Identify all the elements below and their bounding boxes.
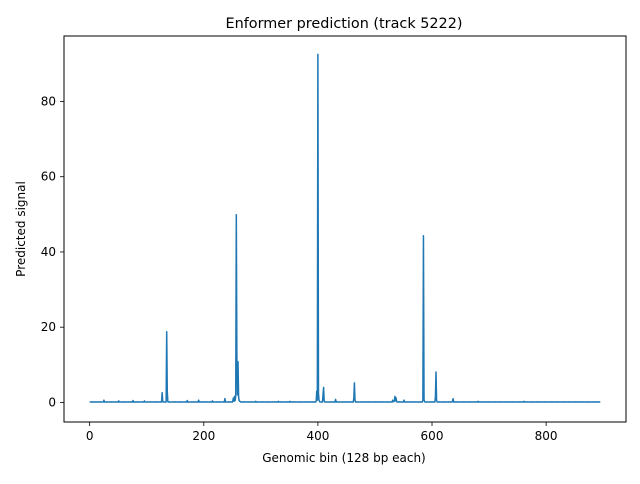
x-tick-label: 200 [192,429,215,443]
x-tick-label: 0 [86,429,94,443]
y-tick-label: 80 [41,94,56,108]
y-tick-label: 0 [48,395,56,409]
plot-frame [63,35,627,423]
plot-area [89,53,601,403]
x-tick-label: 600 [421,429,444,443]
x-axis: 0 200 400 600 800 [86,422,558,443]
y-tick-label: 60 [41,170,56,184]
x-axis-label: Genomic bin (128 bp each) [262,451,426,465]
x-tick-label: 800 [535,429,558,443]
y-axis-label: Predicted signal [14,181,28,277]
y-tick-label: 20 [41,320,56,334]
chart-title: Enformer prediction (track 5222) [226,16,463,32]
series-line [89,53,601,403]
x-tick-label: 400 [306,429,329,443]
y-axis: 0 20 40 60 80 [41,94,64,409]
y-tick-label: 40 [41,245,56,259]
